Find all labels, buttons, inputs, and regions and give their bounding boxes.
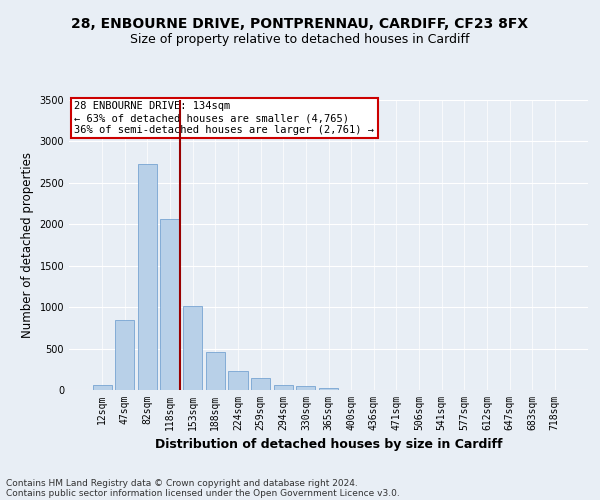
Bar xyxy=(115,320,134,390)
Text: Size of property relative to detached houses in Cardiff: Size of property relative to detached ho… xyxy=(130,32,470,46)
Bar xyxy=(251,378,270,390)
Bar xyxy=(160,220,180,390)
Bar xyxy=(296,386,316,390)
Text: 28 ENBOURNE DRIVE: 134sqm
← 63% of detached houses are smaller (4,765)
36% of se: 28 ENBOURNE DRIVE: 134sqm ← 63% of detac… xyxy=(74,102,374,134)
Bar xyxy=(138,164,157,390)
Bar xyxy=(183,306,202,390)
X-axis label: Distribution of detached houses by size in Cardiff: Distribution of detached houses by size … xyxy=(155,438,502,452)
Text: 28, ENBOURNE DRIVE, PONTPRENNAU, CARDIFF, CF23 8FX: 28, ENBOURNE DRIVE, PONTPRENNAU, CARDIFF… xyxy=(71,18,529,32)
Y-axis label: Number of detached properties: Number of detached properties xyxy=(21,152,34,338)
Bar xyxy=(319,388,338,390)
Text: Contains HM Land Registry data © Crown copyright and database right 2024.: Contains HM Land Registry data © Crown c… xyxy=(6,478,358,488)
Bar xyxy=(229,372,248,390)
Bar xyxy=(206,352,225,390)
Bar xyxy=(92,385,112,390)
Text: Contains public sector information licensed under the Open Government Licence v3: Contains public sector information licen… xyxy=(6,488,400,498)
Bar xyxy=(274,384,293,390)
